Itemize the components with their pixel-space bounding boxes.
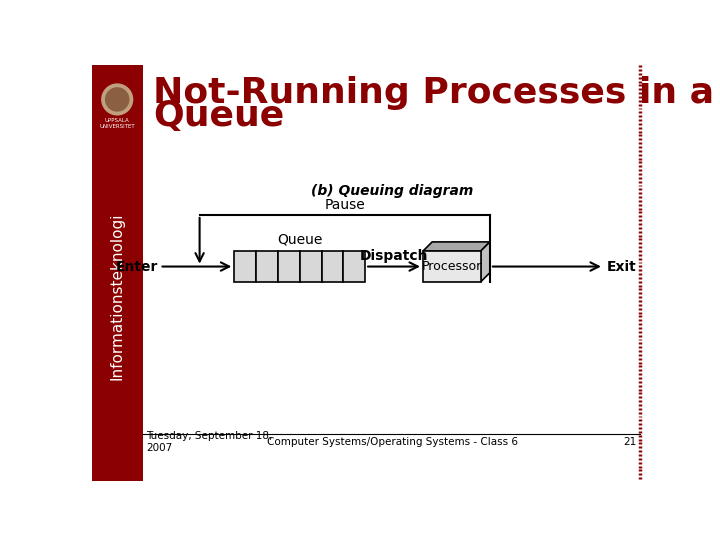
Text: UPPSALA
UNIVERSITET: UPPSALA UNIVERSITET: [99, 118, 135, 129]
Bar: [256, 251, 278, 282]
Polygon shape: [423, 242, 490, 251]
Text: Not-Running Processes in a: Not-Running Processes in a: [153, 76, 714, 110]
Text: Informationsteknologi: Informationsteknologi: [109, 212, 125, 380]
Polygon shape: [481, 242, 490, 282]
Text: 21: 21: [623, 437, 636, 447]
Text: Queue: Queue: [153, 99, 284, 133]
Text: Exit: Exit: [607, 260, 636, 274]
Bar: [322, 251, 343, 282]
Text: Computer Systems/Operating Systems - Class 6: Computer Systems/Operating Systems - Cla…: [266, 437, 518, 447]
Text: Processor: Processor: [422, 260, 482, 273]
Bar: [343, 251, 365, 282]
Text: Enter: Enter: [116, 260, 158, 274]
Text: Pause: Pause: [325, 198, 365, 212]
Text: Queue: Queue: [277, 233, 323, 247]
Circle shape: [106, 88, 129, 111]
Bar: [423, 251, 481, 282]
Bar: [300, 251, 322, 282]
Bar: [92, 65, 143, 481]
Text: (b) Queuing diagram: (b) Queuing diagram: [311, 184, 473, 198]
Text: Dispatch: Dispatch: [360, 249, 428, 262]
Circle shape: [102, 84, 132, 115]
Bar: [278, 251, 300, 282]
Bar: [234, 251, 256, 282]
Text: Tuesday, September 18,
2007: Tuesday, September 18, 2007: [146, 431, 273, 453]
